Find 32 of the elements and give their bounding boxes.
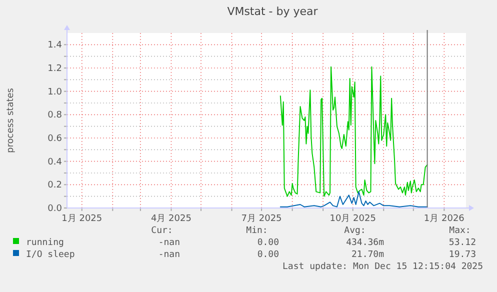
y-axis-title: process states [6, 88, 16, 153]
y-tick-label: 0.2 [48, 180, 62, 191]
y-tick-label: 0.4 [48, 157, 62, 168]
text: 53.12 [448, 238, 476, 248]
x-tick-label: 7月 2025 [241, 214, 282, 224]
text: -nan [158, 238, 180, 248]
text: 21.70m [351, 250, 384, 260]
x-tick-label: 4月 2025 [150, 214, 192, 224]
y-tick-label: 0.6 [48, 134, 62, 144]
x-tick-label: 1月 2025 [62, 214, 102, 224]
y-tick-label: 1.2 [48, 64, 62, 74]
y-tick-label: 0.8 [48, 110, 62, 121]
text: Avg: [344, 226, 366, 236]
y-tick-label: 1.4 [48, 40, 62, 51]
line-series [280, 66, 428, 197]
text: -nan [158, 250, 180, 260]
x-tick-label: 1月 2026 [424, 214, 465, 224]
text: 434.36m [346, 238, 384, 248]
legend-label: running [26, 238, 64, 248]
text: Max: [449, 226, 471, 236]
text: 0.00 [257, 250, 279, 260]
text: 0.00 [257, 238, 279, 248]
text: Last update: Mon Dec 15 12:15:04 2025 [282, 262, 483, 272]
text: Cur: [151, 226, 173, 236]
line-series [280, 191, 428, 208]
x-tick-label: 10月 2025 [330, 214, 376, 224]
y-tick-label: 1.0 [48, 87, 62, 98]
legend-label: I/O sleep [26, 250, 75, 260]
chart-title: VMstat - by year [227, 5, 318, 18]
text: Min: [246, 226, 268, 236]
y-tick-label: 0.0 [48, 204, 62, 214]
text: 19.73 [448, 250, 476, 260]
